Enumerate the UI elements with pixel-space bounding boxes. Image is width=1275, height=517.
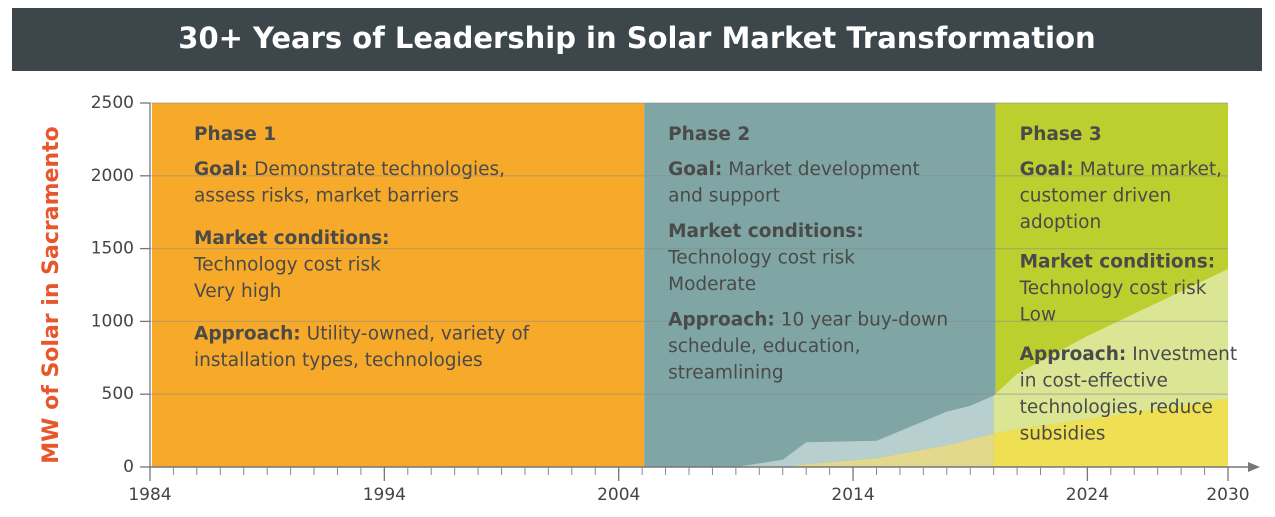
section-line: installation types, technologies [194, 350, 483, 371]
y-tick-label: 0 [123, 457, 134, 477]
x-tick-label: 2004 [597, 485, 640, 505]
x-tick-label: 2030 [1206, 485, 1249, 505]
area [735, 395, 994, 467]
phase-title: Phase 2 [668, 124, 750, 145]
title-bar [12, 8, 1262, 71]
section-label: Goal: [668, 159, 722, 180]
section-label: Market conditions: [1020, 252, 1216, 273]
x-tick-label: 2024 [1066, 485, 1109, 505]
section-line: Technology cost risk [193, 255, 381, 276]
section-line: assess risks, market barriers [194, 186, 459, 207]
section-label: Approach: [668, 310, 775, 331]
phase-market: Market conditions: [194, 228, 390, 249]
section-line: adoption [1020, 212, 1102, 233]
x-axis-arrow [1248, 462, 1260, 472]
section-label: Approach: [194, 324, 301, 345]
phase-approach: Approach: Investment [1020, 344, 1237, 365]
section-text: Utility-owned, variety of [307, 324, 530, 345]
section-label: Goal: [194, 159, 248, 180]
section-label: Approach: [1020, 344, 1127, 365]
y-tick-label: 2500 [91, 93, 134, 113]
section-line: Technology cost risk [667, 248, 855, 269]
section-line: technologies, reduce [1020, 397, 1213, 418]
phase-market: Market conditions: [1020, 252, 1216, 273]
x-tick-label: 1984 [128, 485, 171, 505]
phase-market: Market conditions: [668, 221, 864, 242]
area [993, 268, 1228, 434]
section-line: customer driven [1020, 186, 1172, 207]
section-label: Market conditions: [194, 228, 390, 249]
section-line: Technology cost risk [1019, 278, 1207, 299]
x-tick-label: 1994 [363, 485, 406, 505]
phase-goal: Goal: Mature market, [1020, 159, 1222, 180]
section-line: subsidies [1020, 424, 1106, 445]
area [735, 433, 994, 467]
section-line: Very high [194, 281, 281, 302]
y-tick-label: 500 [102, 384, 134, 404]
section-label: Goal: [1020, 159, 1074, 180]
section-text: Demonstrate technologies, [254, 159, 505, 180]
section-text: 10 year buy-down [781, 310, 948, 331]
phase-approach: Approach: 10 year buy-down [668, 310, 948, 331]
phase-title: Phase 3 [1020, 124, 1102, 145]
phase-areas [735, 395, 994, 467]
phase-background [644, 103, 996, 467]
section-line: and support [668, 186, 780, 207]
phase-goal: Goal: Market development [668, 159, 920, 180]
y-tick-label: 2000 [91, 166, 134, 186]
section-text: Mature market, [1080, 159, 1222, 180]
section-line: Low [1020, 305, 1056, 326]
section-label: Market conditions: [668, 221, 864, 242]
section-text: Market development [728, 159, 920, 180]
y-axis-label: MW of Solar in Sacramento [39, 126, 64, 463]
phase-title: Phase 1 [194, 124, 276, 145]
section-line: in cost-effective [1020, 371, 1168, 392]
section-line: schedule, education, [668, 336, 860, 357]
y-tick-label: 1000 [91, 311, 134, 331]
x-tick-label: 2014 [831, 485, 874, 505]
phase-background [152, 103, 645, 467]
section-line: streamlining [668, 363, 783, 384]
section-text: Investment [1132, 344, 1237, 365]
y-tick-label: 1500 [91, 239, 134, 259]
section-line: Moderate [668, 274, 756, 295]
area [993, 398, 1228, 467]
phase-goal: Goal: Demonstrate technologies, [194, 159, 505, 180]
phase-areas [993, 268, 1228, 467]
phase-approach: Approach: Utility-owned, variety of [194, 324, 530, 345]
chart-title: 30+ Years of Leadership in Solar Market … [178, 21, 1095, 55]
